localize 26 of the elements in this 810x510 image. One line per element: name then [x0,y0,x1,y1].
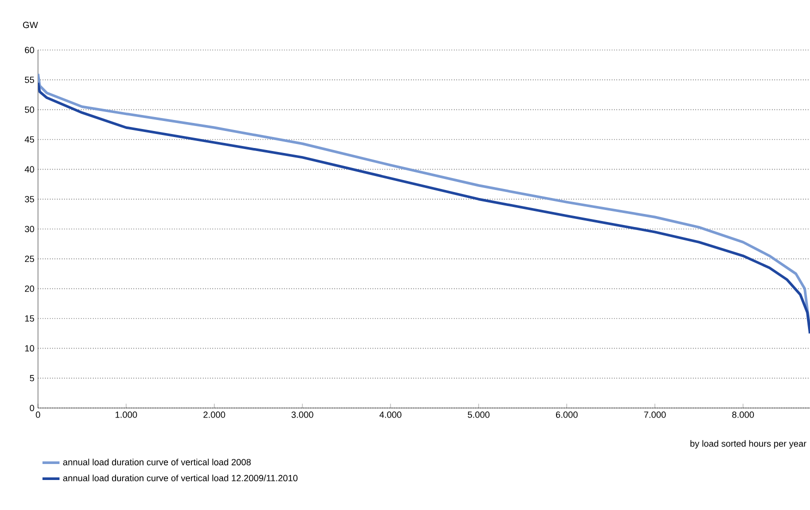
y-tick-label: 35 [24,196,34,202]
y-tick-label: 50 [24,106,34,113]
x-tick-label: 1.000 [116,412,137,418]
y-tick-label: 30 [24,226,34,232]
x-tick-label: 0 [36,412,40,418]
x-tick-label: 4.000 [380,412,402,418]
x-tick-label: 7.000 [644,412,666,418]
y-tick-label: 20 [24,285,34,292]
y-tick-label: 0 [30,404,34,412]
x-tick-label: 8.000 [732,412,754,418]
x-tick-label: 5.000 [468,412,490,418]
y-axis-title: GW [23,22,38,28]
y-tick-label: 55 [24,76,34,83]
y-tick-label: 25 [24,256,34,262]
y-tick-label: 45 [24,136,34,143]
legend-label: annual load duration curve of vertical load 12.2009/11.2010 [63,474,298,482]
y-tick-label: 60 [24,46,34,54]
x-tick-label: 3.000 [292,412,314,418]
x-tick-label: 6.000 [556,412,578,418]
y-tick-label: 5 [30,375,34,382]
x-axis-title: by load sorted hours per year [690,440,806,449]
x-tick-label: 2.000 [203,412,226,418]
y-tick-label: 15 [25,315,34,322]
y-tick-label: 10 [25,345,34,352]
y-tick-label: 40 [24,166,34,173]
legend-label: annual load duration curve of vertical load 2008 [63,458,251,466]
